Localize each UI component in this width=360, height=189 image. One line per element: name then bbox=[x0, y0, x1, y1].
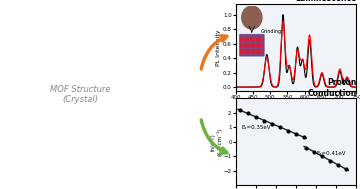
Point bbox=[311, 150, 317, 153]
Text: Eₐ=0.35eV: Eₐ=0.35eV bbox=[242, 125, 271, 130]
Point bbox=[301, 135, 307, 138]
Text: Eₐ=0.41eV: Eₐ=0.41eV bbox=[316, 151, 346, 156]
Point bbox=[285, 129, 291, 132]
Point bbox=[237, 108, 243, 111]
Point bbox=[319, 155, 325, 158]
Point bbox=[336, 163, 341, 167]
Point bbox=[245, 111, 251, 114]
Point bbox=[343, 168, 349, 171]
Point bbox=[269, 123, 275, 126]
Point bbox=[303, 146, 309, 149]
Text: Mechanochromic
Luminescence: Mechanochromic Luminescence bbox=[283, 0, 356, 3]
Text: MOF Structure
(Crystal): MOF Structure (Crystal) bbox=[50, 85, 111, 104]
Point bbox=[327, 159, 333, 162]
Point bbox=[253, 116, 259, 119]
Point bbox=[293, 132, 299, 135]
Y-axis label: ln(σ·T)
(K·S·cm⁻¹): ln(σ·T) (K·S·cm⁻¹) bbox=[210, 128, 222, 156]
Text: Proton
Conduction: Proton Conduction bbox=[307, 78, 356, 98]
X-axis label: Wavelength(nm): Wavelength(nm) bbox=[270, 101, 322, 106]
Point bbox=[277, 126, 283, 129]
FancyArrowPatch shape bbox=[201, 36, 227, 69]
Point bbox=[261, 119, 267, 122]
FancyArrowPatch shape bbox=[201, 120, 227, 153]
Y-axis label: PL Intensity: PL Intensity bbox=[216, 29, 221, 66]
